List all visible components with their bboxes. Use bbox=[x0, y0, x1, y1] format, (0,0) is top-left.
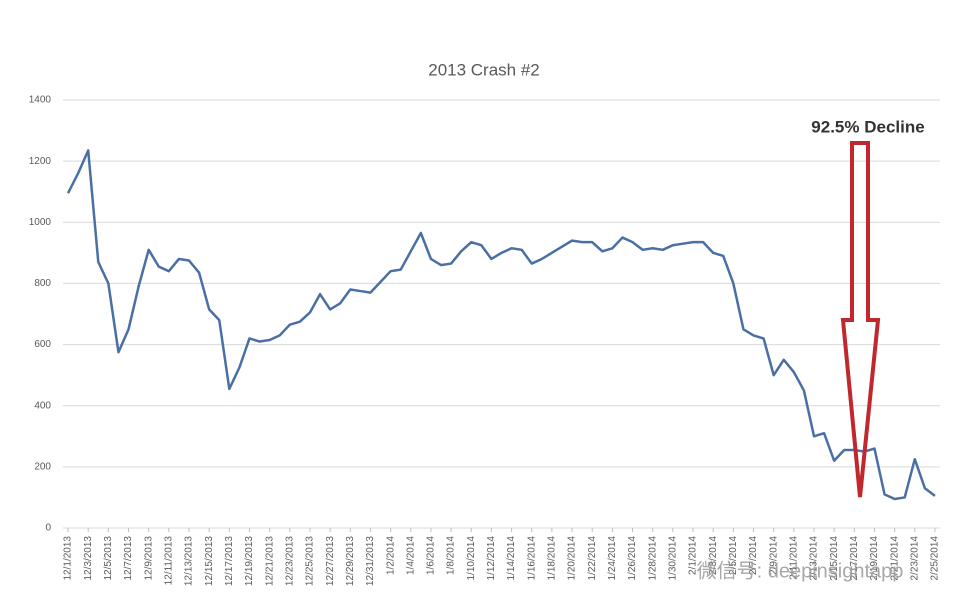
x-tick-label: 1/2/2014 bbox=[385, 536, 396, 575]
x-tick-label: 2/7/2014 bbox=[748, 536, 759, 575]
y-tick-label: 600 bbox=[34, 339, 51, 350]
x-tick-label: 1/22/2014 bbox=[587, 536, 598, 581]
x-tick-label: 12/23/2013 bbox=[284, 536, 295, 586]
x-tick-label: 12/7/2013 bbox=[123, 536, 134, 581]
x-tick-label: 1/14/2014 bbox=[506, 536, 517, 581]
x-tick-label: 12/21/2013 bbox=[264, 536, 275, 586]
x-tick-label: 2/15/2014 bbox=[829, 536, 840, 581]
x-tick-label: 12/17/2013 bbox=[224, 536, 235, 586]
y-tick-label: 1000 bbox=[29, 217, 52, 228]
x-tick-label: 1/12/2014 bbox=[486, 536, 497, 581]
x-tick-label: 2/5/2014 bbox=[728, 536, 739, 575]
x-tick-label: 12/5/2013 bbox=[103, 536, 114, 581]
y-tick-label: 1400 bbox=[29, 95, 52, 106]
x-tick-label: 1/18/2014 bbox=[547, 536, 558, 581]
x-tick-label: 2/17/2014 bbox=[849, 536, 860, 581]
x-tick-label: 12/9/2013 bbox=[143, 536, 154, 581]
x-tick-label: 1/20/2014 bbox=[567, 536, 578, 581]
x-tick-label: 2/23/2014 bbox=[909, 536, 920, 581]
decline-arrow bbox=[840, 141, 881, 498]
chart-title: 2013 Crash #2 bbox=[428, 60, 540, 79]
x-tick-label: 12/19/2013 bbox=[244, 536, 255, 586]
x-tick-label: 12/13/2013 bbox=[184, 536, 195, 586]
annotation: 92.5% Decline bbox=[811, 117, 924, 136]
x-tick-label: 2/1/2014 bbox=[688, 536, 699, 575]
x-tick-label: 2/21/2014 bbox=[889, 536, 900, 581]
x-tick-label: 2/3/2014 bbox=[708, 536, 719, 575]
x-tick-label: 1/10/2014 bbox=[466, 536, 477, 581]
x-tick-label: 12/15/2013 bbox=[204, 536, 215, 586]
y-tick-label: 800 bbox=[34, 278, 51, 289]
y-tick-label: 1200 bbox=[29, 156, 52, 167]
y-tick-label: 0 bbox=[45, 523, 51, 534]
x-tick-label: 2/9/2014 bbox=[768, 536, 779, 575]
x-tick-label: 2/19/2014 bbox=[869, 536, 880, 581]
x-tick-label: 1/6/2014 bbox=[426, 536, 437, 575]
x-tick-label: 12/27/2013 bbox=[325, 536, 336, 586]
x-tick-label: 1/24/2014 bbox=[607, 536, 618, 581]
x-tick-label: 2/25/2014 bbox=[930, 536, 941, 581]
x-tick-label: 12/25/2013 bbox=[305, 536, 316, 586]
x-tick-label: 12/31/2013 bbox=[365, 536, 376, 586]
x-tick-label: 12/3/2013 bbox=[83, 536, 94, 581]
x-tick-label: 1/4/2014 bbox=[405, 536, 416, 575]
y-tick-label: 200 bbox=[34, 461, 51, 472]
y-tick-label: 400 bbox=[34, 400, 51, 411]
price-line bbox=[66, 149, 936, 501]
watermark: 微信号: deepinsightapp bbox=[697, 559, 904, 582]
x-tick-label: 1/16/2014 bbox=[526, 536, 537, 581]
x-tick-label: 2/13/2014 bbox=[809, 536, 820, 581]
x-tick-label: 1/26/2014 bbox=[627, 536, 638, 581]
x-tick-label: 12/11/2013 bbox=[163, 536, 174, 586]
x-tick-label: 2/11/2014 bbox=[788, 536, 799, 580]
x-tick-label: 12/29/2013 bbox=[345, 536, 356, 586]
x-tick-label: 1/30/2014 bbox=[668, 536, 679, 581]
x-tick-label: 1/28/2014 bbox=[647, 536, 658, 581]
x-tick-label: 12/1/2013 bbox=[63, 536, 74, 581]
x-tick-label: 1/8/2014 bbox=[446, 536, 457, 575]
